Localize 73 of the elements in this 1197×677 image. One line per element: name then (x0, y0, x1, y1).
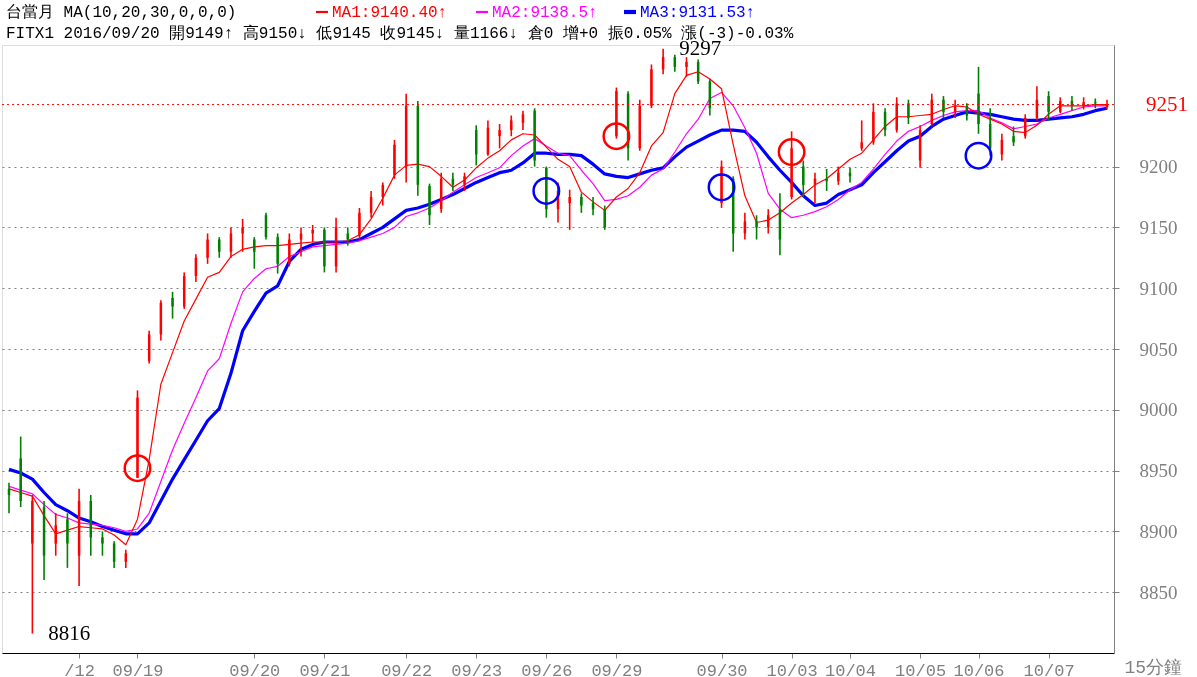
candlestick (767, 208, 770, 235)
y-tick-label: 8950 (1139, 460, 1178, 482)
x-tick-label: 09/26 (521, 661, 573, 677)
y-tick-label: 9000 (1139, 399, 1178, 421)
candlestick (299, 226, 303, 258)
legend-label: MA1:9140.40↑ (332, 4, 448, 22)
candlestick (66, 512, 69, 569)
y-tick-label: 9150 (1139, 216, 1178, 238)
candlestick (1047, 90, 1050, 122)
point (532, 176, 561, 205)
candlestick (253, 236, 256, 270)
x-tick-label: 10/06 (953, 661, 1005, 677)
candlestick (755, 214, 758, 241)
candlestick (603, 204, 606, 231)
x-tick-label: 09/22 (381, 661, 433, 677)
candlestick (288, 232, 291, 268)
point (123, 454, 152, 483)
point (602, 122, 631, 151)
candlestick (393, 139, 396, 180)
x-tick-label: /12 (64, 661, 95, 677)
candlestick (241, 218, 244, 253)
y-tick-label: 9100 (1139, 277, 1178, 299)
candlestick (19, 435, 22, 508)
x-tick-label: 09/20 (229, 661, 281, 677)
candlestick (942, 95, 945, 119)
candlestick (358, 207, 361, 241)
candlestick (907, 98, 910, 125)
candlestick (977, 66, 980, 135)
x-tick-label: 09/23 (451, 661, 503, 677)
candlestick (463, 171, 466, 192)
x-tick-label: 09/30 (696, 661, 748, 677)
candlestick (510, 114, 513, 137)
annotation: 8816 (48, 620, 91, 645)
x-tick-label: 10/04 (825, 661, 877, 677)
candlestick (171, 291, 174, 320)
ref-line-label: 9251 (1146, 91, 1188, 116)
point (707, 173, 736, 202)
candlestick (311, 224, 314, 243)
x-tick-label: 10/07 (1023, 661, 1075, 677)
candlestick (825, 168, 828, 192)
candlestick (568, 188, 571, 231)
candlestick (720, 159, 723, 209)
point (964, 141, 993, 170)
candlestick (580, 192, 583, 214)
x-tick-label: 10/03 (766, 661, 818, 677)
candlestick (1012, 125, 1015, 147)
candlestick (346, 226, 349, 247)
y-tick-label: 9200 (1139, 156, 1178, 178)
candlestick (498, 123, 501, 150)
x-axis-title: 15分鐘 (1124, 657, 1183, 677)
candlestick (1094, 97, 1097, 110)
legend-label: MA3:9131.53↑ (640, 4, 756, 22)
candlestick (837, 165, 840, 186)
candlestick (802, 159, 805, 198)
x-tick-label: 09/29 (591, 661, 643, 677)
candlestick (206, 232, 209, 265)
x-tick-label: 10/05 (895, 661, 947, 677)
candlestick (101, 530, 104, 557)
y-tick-label: 8850 (1139, 581, 1178, 603)
candlestick (533, 107, 536, 168)
y-tick-label: 9050 (1139, 338, 1178, 360)
candlestick (428, 182, 431, 226)
y-tick-label: 8900 (1139, 520, 1178, 542)
candlestick (860, 119, 863, 152)
chart-title: 台當月 MA(10,20,30,0,0,0) (6, 3, 237, 22)
candlestick (218, 236, 221, 259)
candlestick (323, 226, 326, 274)
candlestick (276, 232, 279, 275)
x-tick-label: 09/21 (299, 661, 351, 677)
legend-label: MA2:9138.5↑ (492, 4, 598, 22)
point (777, 138, 806, 166)
candlestick (545, 165, 548, 219)
x-tick-label: 09/19 (112, 661, 164, 677)
